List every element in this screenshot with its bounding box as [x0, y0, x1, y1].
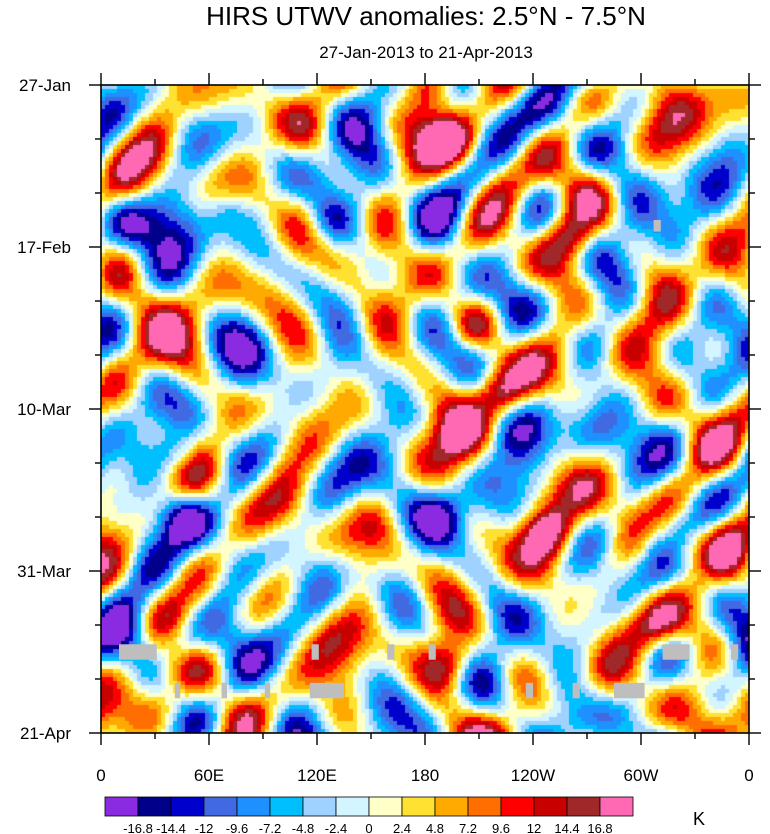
colorbar-tick-label: 12 [527, 821, 541, 834]
colorbar-swatch [500, 796, 535, 817]
colorbar-tick-label: -14.4 [156, 821, 186, 834]
colorbar-swatch [599, 796, 634, 817]
missing-data-patch [653, 220, 661, 232]
x-tick-label: 120E [297, 766, 337, 785]
colorbar-swatch [467, 796, 502, 817]
missing-data-patch [387, 644, 395, 660]
missing-data-patch [221, 682, 227, 699]
y-axis: 27-Jan 17-Feb 10-Mar 31-Mar 21-Apr [17, 76, 761, 743]
x-tick-label: 120W [511, 766, 555, 785]
chart-title: HIRS UTWV anomalies: 2.5°N - 7.5°N [206, 1, 646, 31]
x-tick-label: 0 [96, 766, 105, 785]
colorbar-tick-label: -7.2 [259, 821, 281, 834]
x-tick-label: 180 [411, 766, 439, 785]
colorbar-tick-label: 14.4 [554, 821, 579, 834]
heatmap-field [101, 85, 749, 733]
missing-data-patch [731, 644, 739, 660]
x-tick-label: 0 [744, 766, 753, 785]
colorbar-swatch [269, 796, 304, 817]
colorbar-swatch [104, 796, 139, 817]
colorbar-swatch [302, 796, 337, 817]
x-axis: 0 60E 120E 180 120W 60W 0 [96, 73, 754, 785]
colorbar-tick-label: -9.6 [226, 821, 248, 834]
colorbar-tick-label: 16.8 [587, 821, 612, 834]
colorbar: -16.8 -14.4 -12 -9.6 -7.2 -4.8 -2.4 0 2.4 4.8 7.2 9… [104, 796, 634, 834]
missing-data-patch [614, 682, 645, 699]
missing-data-patch [572, 682, 580, 699]
y-tick-label: 17-Feb [17, 238, 71, 257]
x-tick-label: 60E [194, 766, 224, 785]
missing-data-layer [119, 220, 739, 699]
colorbar-tick-label: 0 [365, 821, 372, 834]
y-tick-label: 27-Jan [19, 76, 71, 95]
missing-data-patch [309, 682, 344, 699]
plot-area [100, 84, 750, 734]
colorbar-tick-label: 2.4 [393, 821, 411, 834]
colorbar-swatch [170, 796, 205, 817]
missing-data-patch [525, 682, 533, 699]
colorbar-swatch [137, 796, 172, 817]
y-tick-label: 31-Mar [17, 562, 71, 581]
colorbar-swatch [533, 796, 568, 817]
missing-data-patch [174, 682, 181, 699]
missing-data-patch [428, 644, 436, 660]
y-tick-label: 10-Mar [17, 400, 71, 419]
colorbar-swatch [335, 796, 370, 817]
colorbar-tick-label: -2.4 [325, 821, 347, 834]
colorbar-tick-label: -12 [195, 821, 214, 834]
missing-data-patch [264, 682, 271, 699]
colorbar-tick-label: 9.6 [492, 821, 510, 834]
colorbar-swatch [236, 796, 271, 817]
colorbar-tick-label: 4.8 [426, 821, 444, 834]
chart-subtitle: 27-Jan-2013 to 21-Apr-2013 [319, 43, 533, 62]
colorbar-tick-label: -16.8 [123, 821, 153, 834]
colorbar-tick-label: 7.2 [459, 821, 477, 834]
colorbar-swatch [401, 796, 436, 817]
colorbar-swatch [203, 796, 238, 817]
colorbar-swatch [566, 796, 601, 817]
colorbar-swatch [368, 796, 403, 817]
missing-data-patch [311, 644, 319, 660]
colorbar-swatch [434, 796, 469, 817]
missing-data-patch [662, 644, 690, 660]
missing-data-patch [119, 644, 157, 660]
y-tick-label: 21-Apr [20, 724, 71, 743]
colorbar-unit-label: K [693, 809, 705, 829]
colorbar-tick-label: -4.8 [292, 821, 314, 834]
x-tick-label: 60W [624, 766, 659, 785]
